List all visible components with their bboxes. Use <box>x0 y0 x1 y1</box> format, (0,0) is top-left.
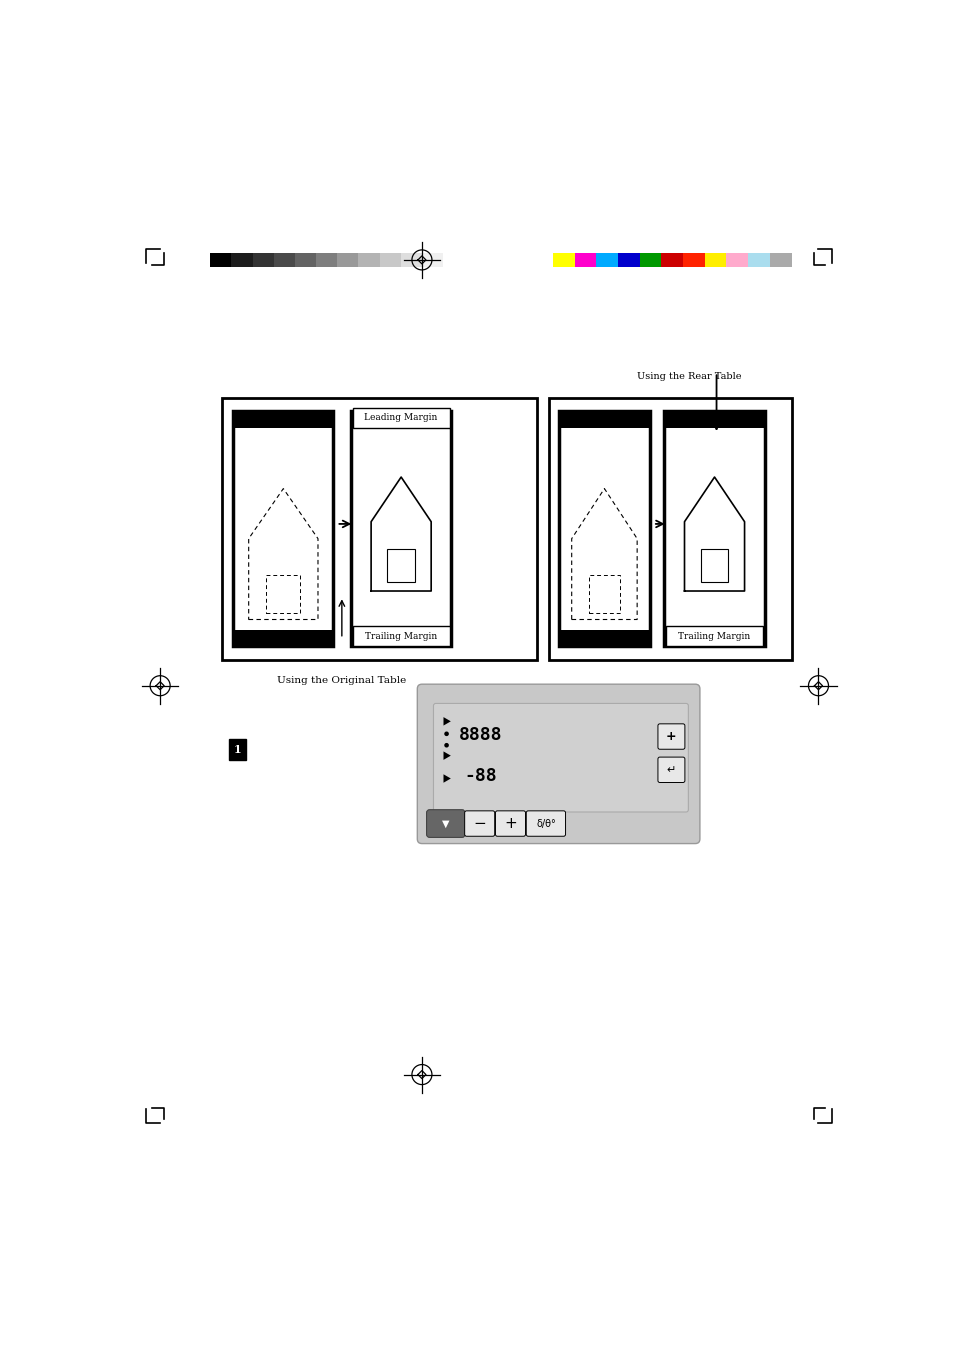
Text: Trailing Margin: Trailing Margin <box>365 632 436 640</box>
Text: ↵: ↵ <box>666 765 676 775</box>
Bar <box>351 630 451 646</box>
Bar <box>379 253 400 267</box>
Bar <box>747 253 769 267</box>
Text: Using the Rear Table: Using the Rear Table <box>637 372 741 381</box>
FancyBboxPatch shape <box>464 811 495 836</box>
Text: −: − <box>473 816 485 831</box>
Text: δ/θ°: δ/θ° <box>536 819 556 828</box>
Bar <box>233 630 333 646</box>
Bar <box>664 630 763 646</box>
FancyBboxPatch shape <box>416 684 700 843</box>
Circle shape <box>444 743 449 747</box>
Bar <box>351 411 451 646</box>
Bar <box>664 411 763 646</box>
Bar <box>558 411 649 428</box>
Polygon shape <box>443 751 451 759</box>
Bar <box>353 408 449 428</box>
Bar <box>266 574 300 613</box>
FancyBboxPatch shape <box>526 811 565 836</box>
FancyBboxPatch shape <box>658 757 684 782</box>
Bar <box>358 253 379 267</box>
FancyBboxPatch shape <box>433 704 688 812</box>
FancyBboxPatch shape <box>426 809 464 838</box>
Bar <box>387 550 415 582</box>
Bar <box>639 253 660 267</box>
Bar <box>353 627 449 646</box>
Bar <box>221 397 537 659</box>
Bar <box>558 630 649 646</box>
Bar <box>351 411 451 428</box>
Text: 1: 1 <box>233 744 241 755</box>
Bar <box>210 253 232 267</box>
Bar <box>336 253 358 267</box>
Bar <box>700 550 728 582</box>
Bar <box>596 253 618 267</box>
Text: +: + <box>665 730 676 743</box>
Bar <box>665 627 762 646</box>
Bar <box>660 253 682 267</box>
Bar <box>552 253 574 267</box>
Bar <box>548 397 791 659</box>
Bar <box>274 253 294 267</box>
Bar <box>229 739 246 759</box>
Text: Leading Margin: Leading Margin <box>364 413 437 423</box>
Text: +: + <box>503 816 517 831</box>
Bar <box>400 253 421 267</box>
Text: Trailing Margin: Trailing Margin <box>678 632 750 640</box>
FancyBboxPatch shape <box>658 724 684 750</box>
Bar <box>664 411 763 428</box>
Bar <box>618 253 639 267</box>
Bar <box>574 253 596 267</box>
FancyBboxPatch shape <box>495 811 525 836</box>
Bar <box>233 411 333 428</box>
Bar <box>725 253 747 267</box>
Bar <box>704 253 725 267</box>
Bar <box>253 253 274 267</box>
Circle shape <box>444 731 449 736</box>
Text: Using the Original Table: Using the Original Table <box>276 677 406 685</box>
Bar <box>233 411 333 646</box>
Bar <box>232 253 253 267</box>
Text: ▼: ▼ <box>441 819 449 828</box>
Polygon shape <box>443 774 451 782</box>
Polygon shape <box>443 717 451 725</box>
Bar <box>442 253 464 267</box>
Bar <box>294 253 315 267</box>
Bar <box>769 253 791 267</box>
Text: -88: -88 <box>464 767 497 785</box>
Bar <box>682 253 704 267</box>
Text: 8888: 8888 <box>458 725 501 744</box>
Bar <box>315 253 336 267</box>
Bar <box>588 574 619 613</box>
Bar <box>558 411 649 646</box>
Bar <box>421 253 442 267</box>
